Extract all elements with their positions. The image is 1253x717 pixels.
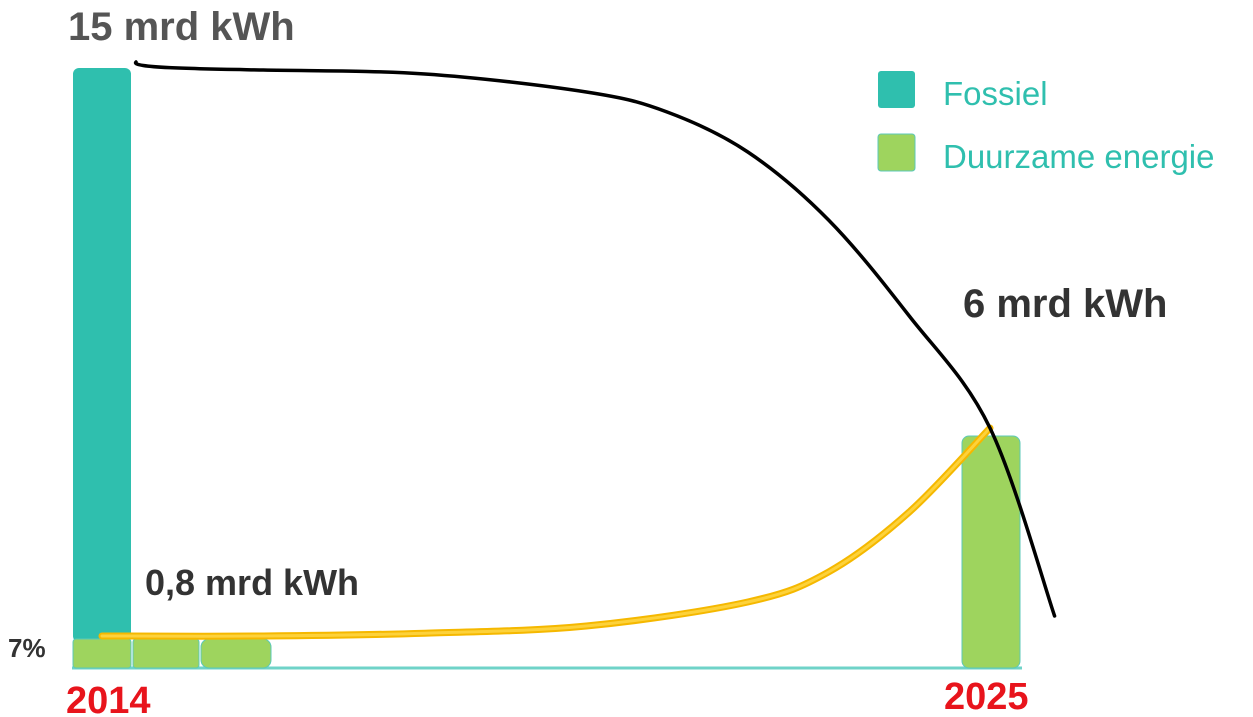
- total-2014-label: 15 mrd kWh: [68, 5, 295, 49]
- curves-group: [98, 60, 1057, 640]
- legend-swatch-duurzame: [877, 133, 916, 172]
- bar-2025-duurzame: [961, 435, 1021, 669]
- x-tick-2025: 2025: [944, 676, 1029, 717]
- bar-2014-duurzame-segment: [200, 638, 272, 669]
- legend-label-duurzame: Duurzame energie: [943, 138, 1214, 175]
- bar-2014-fossiel: [73, 68, 131, 642]
- bar-2014-duurzame-segment: [72, 638, 132, 669]
- legend-label-fossiel: Fossiel: [943, 75, 1048, 112]
- renewable-2014-label: 0,8 mrd kWh: [145, 562, 359, 603]
- x-tick-2014: 2014: [66, 680, 151, 717]
- renewable-curve: [98, 424, 994, 640]
- total-energy-curve: [134, 60, 1057, 618]
- renewable-curve-highlight: [100, 426, 992, 638]
- legend: Fossiel Duurzame energie: [877, 71, 1214, 175]
- total-2025-label: 6 mrd kWh: [963, 282, 1167, 326]
- renewable-share-label: 7%: [8, 633, 46, 663]
- bar-2014-duurzame-segment: [132, 638, 200, 669]
- legend-swatch-fossiel: [878, 71, 915, 108]
- bars-group: [72, 68, 1021, 669]
